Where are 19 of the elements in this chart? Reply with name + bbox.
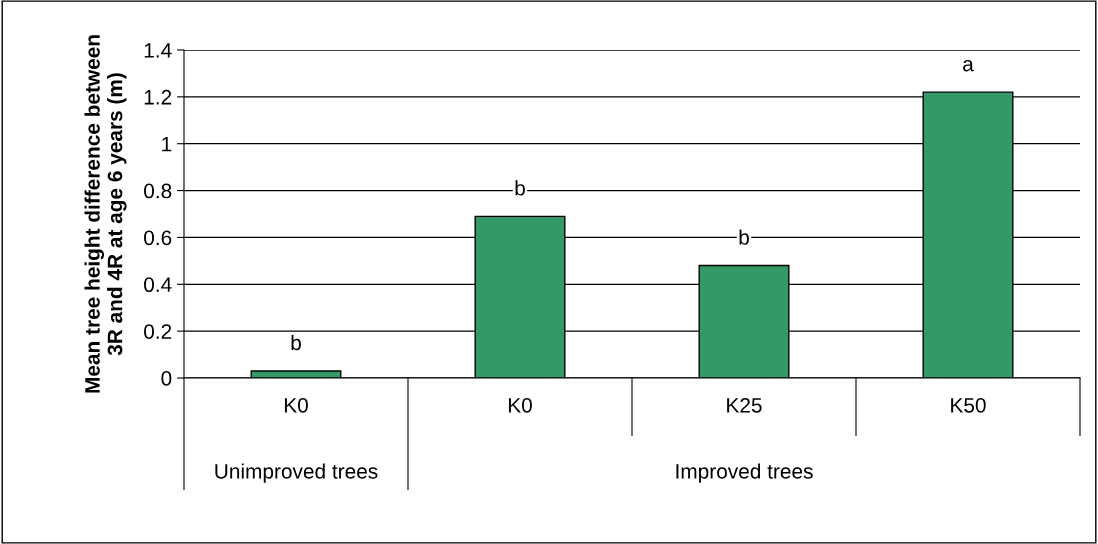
y-tick-label: 1.4 xyxy=(144,43,172,58)
y-tick-label: 1 xyxy=(162,136,172,152)
text: Improved trees xyxy=(676,463,813,483)
y-axis-title: Mean tree height difference between 3R and 4R at age 6 years (m) xyxy=(84,35,127,393)
data-label: a xyxy=(963,59,974,72)
y-tick-label: 0 xyxy=(161,371,172,386)
x-tick-label: K50 xyxy=(951,397,986,413)
y-tick-label: 0.6 xyxy=(144,230,172,246)
data-label: b xyxy=(291,334,301,351)
x-tick-label: K0 xyxy=(284,397,308,413)
data-label: b xyxy=(739,229,749,245)
x-tick-label: K25 xyxy=(727,397,762,413)
y-tick-label: 0.4 xyxy=(144,277,172,293)
y-tick-label: 0.2 xyxy=(144,324,172,339)
data-label: b xyxy=(515,180,525,196)
text: Unimproved trees xyxy=(215,463,378,483)
y-tick-label: 0.8 xyxy=(144,183,172,199)
y-tick-label: 1.2 xyxy=(144,89,172,105)
x-tick-label: K0 xyxy=(508,397,532,413)
